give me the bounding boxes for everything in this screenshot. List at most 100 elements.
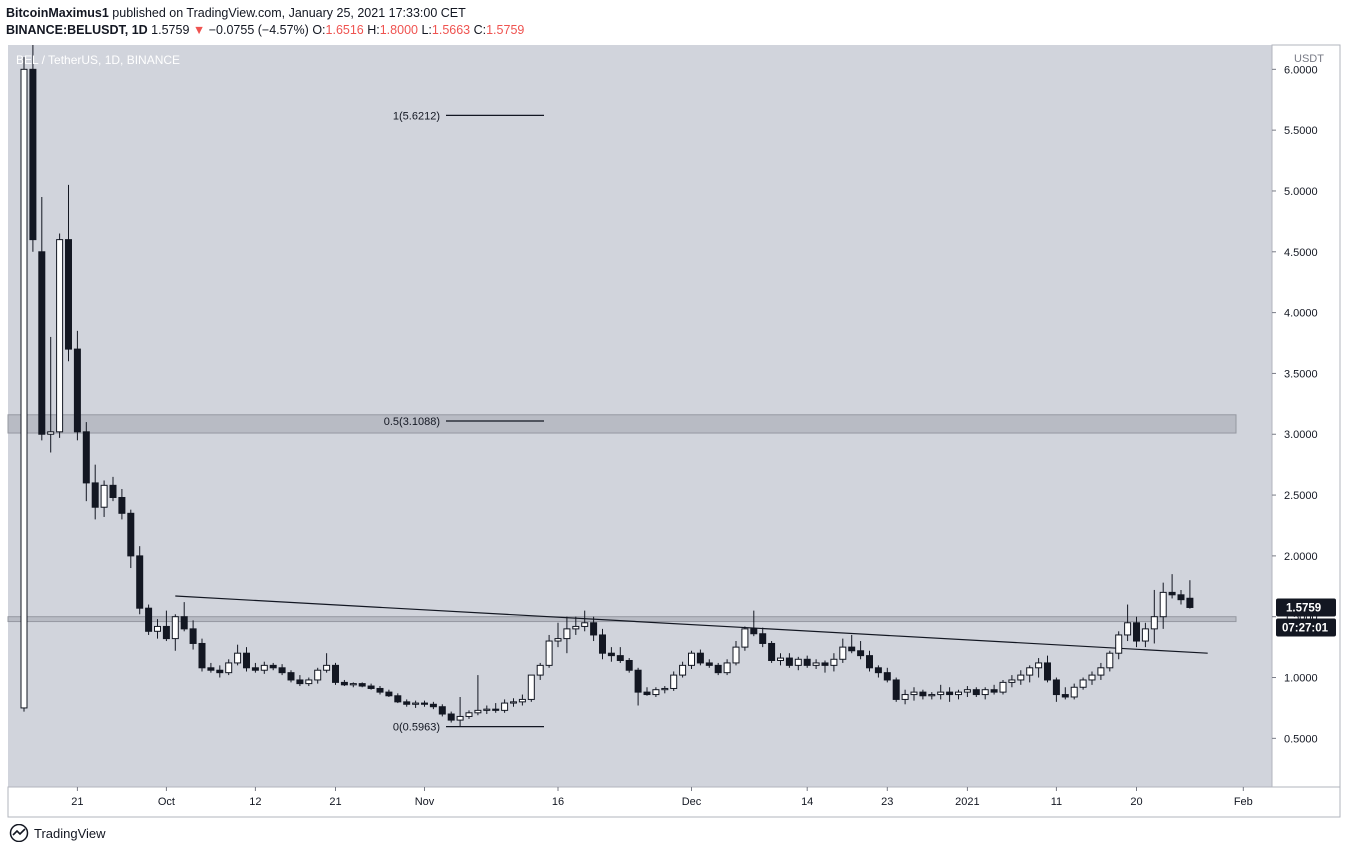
countdown-label: 07:27:01 [1282,622,1329,634]
candle-bearish [29,68,37,241]
candle-bearish [866,655,873,669]
candle-bearish [73,348,81,433]
candle-bullish [652,689,660,696]
candle-bearish [1061,694,1069,698]
author-name[interactable]: BitcoinMaximus1 [6,6,109,20]
candle-bearish [136,555,144,609]
candle-bearish [599,634,606,654]
price-axis [1271,44,1341,788]
candle-bullish [963,689,971,693]
time-tick-label: Feb [1234,796,1253,808]
candle-bearish [1052,679,1060,696]
candle-bearish [287,672,295,681]
candle-bearish [785,657,793,666]
high-value: 1.8000 [379,23,418,37]
candle-bullish [777,657,784,661]
candle-bearish [82,431,90,484]
candle-bullish [501,702,509,711]
candle-bullish [981,689,989,696]
candle-bullish [572,625,580,630]
candle-bearish [340,681,348,686]
fib-level-label: 0.5(3.1088) [384,416,440,428]
fib-level-label: 0(0.5963) [393,722,440,734]
candle-bullish [314,669,322,681]
candle-bearish [883,672,891,681]
candle-bullish [456,715,464,721]
candle-bullish [234,652,242,664]
candle-bearish [421,702,428,705]
candle-bullish [305,679,313,685]
high-label: H: [367,23,380,37]
candle-bullish [661,687,669,691]
time-tick-label: 16 [552,796,564,808]
candle-bearish [180,616,188,630]
time-tick-label: 12 [249,796,261,808]
candle-bearish [1044,662,1051,681]
open-value: 1.6516 [325,23,364,37]
candle-bearish [607,652,615,657]
candle-bullish [812,662,820,666]
price-tick-label: 1.0000 [1284,673,1318,685]
candle-bearish [189,628,197,644]
candle-bearish [447,713,455,721]
candle-bearish [296,679,304,685]
candle-bearish [972,689,980,696]
last-price-label: 1.5759 [1286,602,1321,614]
candle-bearish [625,659,633,671]
candle-bullish [56,239,64,433]
candle-bullish [830,658,838,666]
candle-bullish [928,694,936,697]
candle-bearish [251,667,259,671]
time-tick-label: Oct [158,796,175,808]
candle-bullish [839,646,847,660]
candle-bearish [892,679,900,700]
time-tick-label: 23 [881,796,893,808]
candle-bullish [1035,662,1043,669]
time-tick-label: Dec [682,796,702,808]
candle-bullish [323,664,331,671]
time-axis [7,786,1341,818]
footer: TradingView [8,824,106,842]
candle-bearish [65,239,72,350]
price-tick-label: 0.5000 [1284,733,1318,745]
price-tick-label: 4.5000 [1284,247,1318,259]
candle-bearish [376,687,384,693]
candle-bullish [545,640,553,666]
open-label: O: [312,23,326,37]
symbol-label: BINANCE:BELUSDT, 1D [6,23,148,37]
candle-bullish [999,681,1007,693]
candle-bullish [1070,686,1078,698]
candle-bullish [1115,634,1123,654]
published-info: published on TradingView.com, January 25… [112,6,466,20]
price-change: −0.0755 (−4.57%) [208,23,309,37]
candle-bearish [821,662,829,666]
candle-bullish [723,662,731,674]
candle-bullish [554,638,562,642]
candle-bullish [1079,679,1087,688]
brand-name[interactable]: TradingView [34,825,106,841]
currency-label: USDT [1294,53,1324,65]
price-tick-label: 2.0000 [1284,551,1318,563]
candle-bearish [714,664,722,674]
candle-bearish [198,642,206,669]
candle-bearish [634,669,642,693]
close-label: C: [473,23,487,37]
candle-bearish [616,655,624,661]
candle-bullish [1097,667,1105,676]
down-arrow-icon: ▼ [192,23,206,37]
candle-bullish [901,694,909,700]
chart-header: BitcoinMaximus1 published on TradingView… [6,5,524,39]
candle-bearish [696,652,704,664]
candle-bullish [1106,652,1114,669]
tradingview-logo-icon[interactable] [8,824,30,842]
chart-title: BEL / TetherUS, 1D, BINANCE [16,53,180,67]
candle-bullish [536,664,544,676]
candle-bearish [990,689,998,693]
candle-bearish [429,703,437,708]
candle-bearish [118,496,126,514]
candle-bearish [768,642,776,661]
candle-bullish [47,431,55,435]
candle-bullish [732,646,740,664]
candle-bullish [171,616,179,640]
